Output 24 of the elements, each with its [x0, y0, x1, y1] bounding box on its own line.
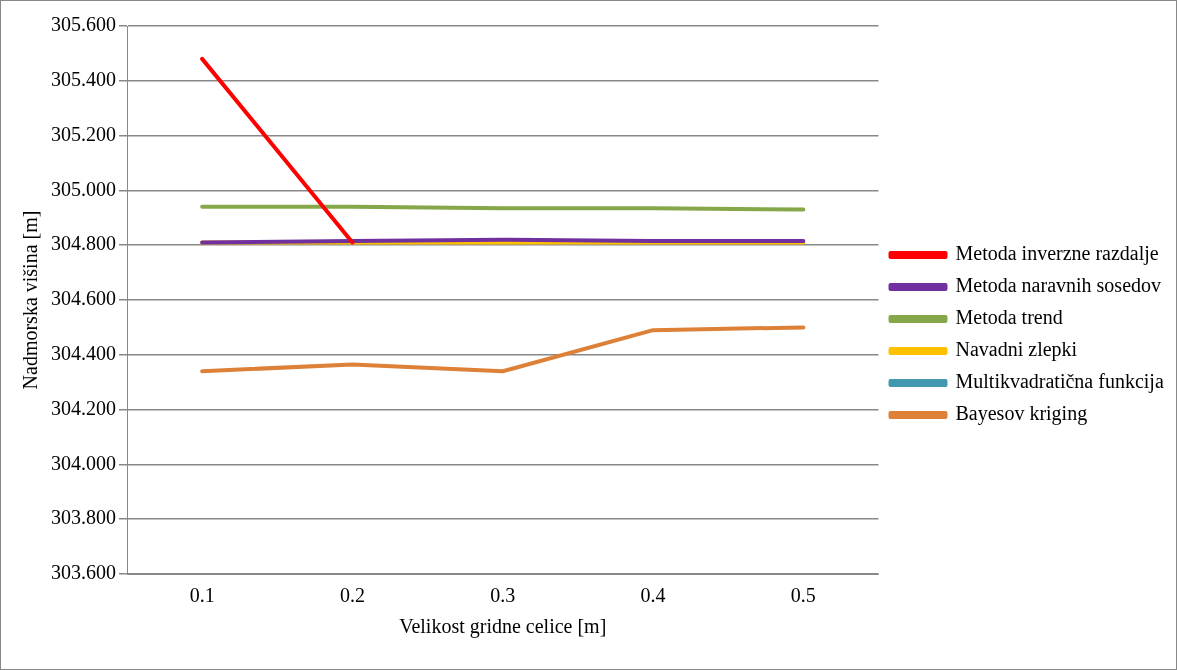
y-tick-label: 304.400	[51, 342, 116, 365]
x-tick-label: 0.1	[189, 584, 215, 607]
x-tick-label: 0.3	[490, 584, 516, 607]
x-tick-label: 0.4	[640, 584, 666, 607]
legend-label: Multikvadratična funkcija	[955, 370, 1164, 394]
legend-label: Navadni zlepki	[955, 338, 1078, 362]
y-tick-label: 303.800	[51, 506, 116, 529]
legend-label: Bayesov kriging	[955, 402, 1088, 426]
legend-label: Metoda naravnih sosedov	[955, 274, 1162, 297]
y-tick-label: 304.600	[51, 287, 116, 310]
y-tick-label: 304.800	[51, 232, 116, 255]
legend-label: Metoda inverzne razdalje	[955, 242, 1159, 266]
y-tick-label: 304.000	[51, 451, 116, 474]
y-tick-label: 305.400	[51, 68, 116, 91]
y-tick-label: 304.200	[51, 396, 116, 419]
x-tick-label: 0.5	[790, 584, 816, 607]
y-tick-label: 303.600	[51, 561, 116, 584]
y-axis-title: Nadmorska višina [m]	[19, 210, 42, 390]
x-tick-label: 0.2	[339, 584, 365, 607]
legend-label: Metoda trend	[955, 306, 1063, 329]
x-axis-title: Velikost gridne celice [m]	[399, 615, 607, 639]
y-tick-label: 305.600	[51, 13, 116, 36]
y-tick-label: 305.200	[51, 122, 116, 145]
y-tick-label: 305.000	[51, 177, 116, 200]
